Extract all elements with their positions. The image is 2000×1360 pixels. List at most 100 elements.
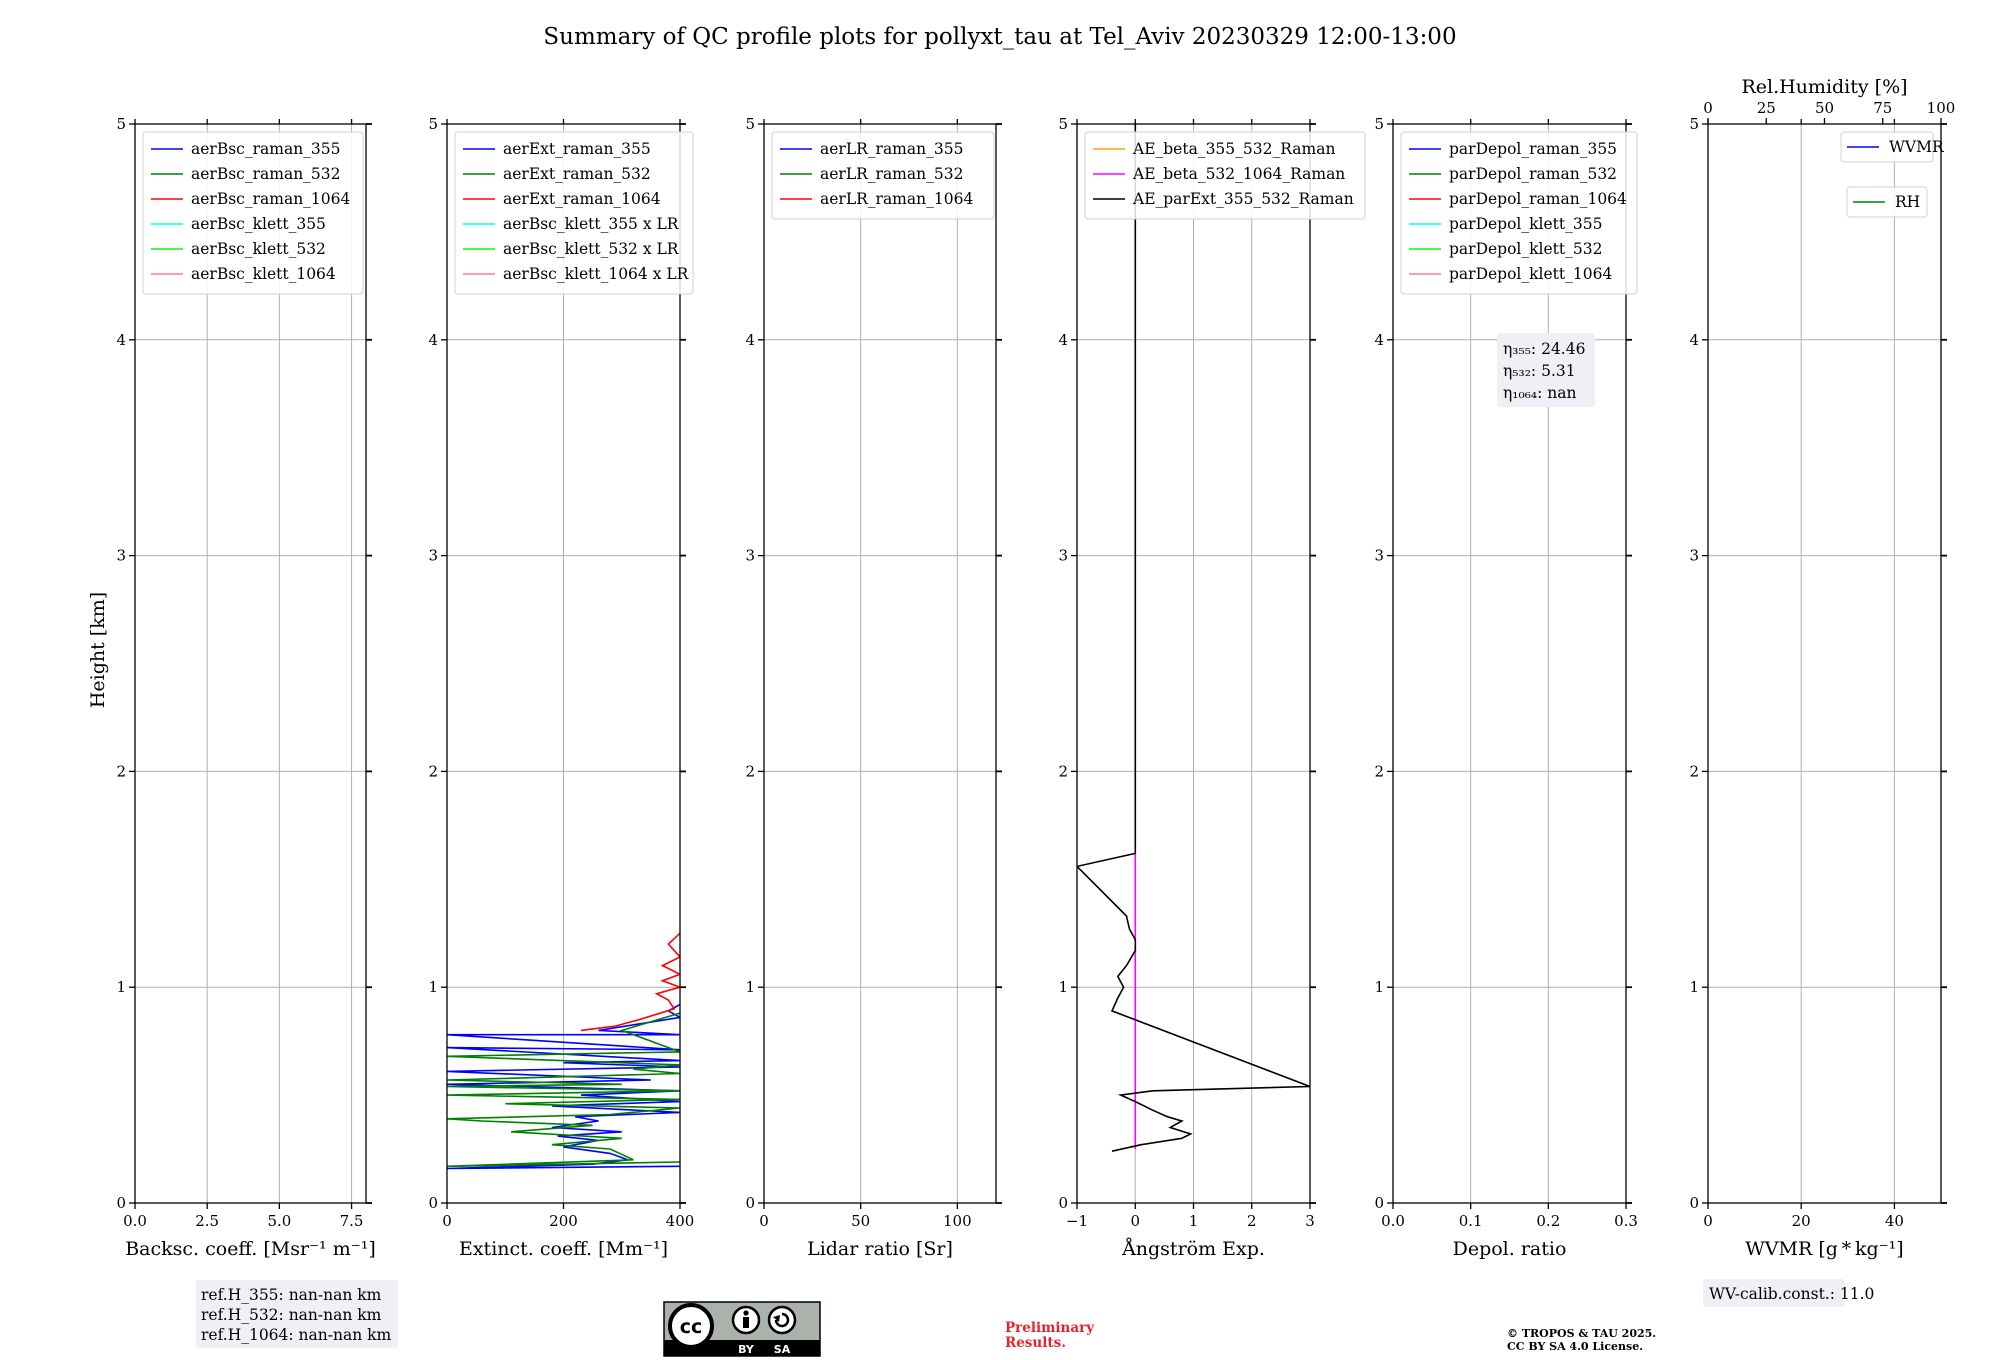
y-tick-label: 0 xyxy=(428,1194,438,1212)
y-tick-label: 3 xyxy=(1689,547,1699,565)
x-tick-label: 40 xyxy=(1885,1212,1904,1230)
y-tick-label: 1 xyxy=(428,978,438,996)
wv-calib-box: WV-calib.const.: 11.0 xyxy=(1703,1279,1874,1307)
license-sa-label: SA xyxy=(774,1343,791,1356)
y-tick-label: 0 xyxy=(1689,1194,1699,1212)
legend-label: aerLR_raman_355 xyxy=(820,140,963,158)
top-x-tick-label: 100 xyxy=(1927,99,1956,117)
legend-label: RH xyxy=(1895,193,1920,211)
legend-label: AE_beta_355_532_Raman xyxy=(1132,140,1335,158)
x-tick-label: 0 xyxy=(1703,1212,1713,1230)
legend-label: aerExt_raman_532 xyxy=(503,165,651,183)
legend: aerExt_raman_355 aerExt_raman_532 aerExt_r… xyxy=(454,131,694,295)
legend-label: AE_beta_532_1064_Raman xyxy=(1132,165,1345,183)
legend-label: aerBsc_klett_532 xyxy=(191,240,326,258)
cc-logo-text: cc xyxy=(680,1316,703,1338)
eta-box: η₃₅₅: 24.46 η₅₃₂: 5.31 η₁₀₆₄: nan xyxy=(1497,333,1595,407)
y-tick-label: 5 xyxy=(745,115,755,133)
figure-title: Summary of QC profile plots for pollyxt_… xyxy=(543,24,1456,50)
panel-5: 0.0 0.1 0.2 0.3 0 1 2 3 4 5 Depol. ratio parDepol_r… xyxy=(1374,115,1637,1260)
y-tick-label: 5 xyxy=(1689,115,1699,133)
x-tick-label: 0 xyxy=(1130,1212,1140,1230)
ref-height-532: ref.H_532: nan-nan km xyxy=(201,1306,382,1324)
x-axis-label: Backsc. coeff. [Msr⁻¹ m⁻¹] xyxy=(125,1238,376,1260)
legend: aerBsc_raman_355 aerBsc_raman_532 aerBsc_r… xyxy=(142,131,364,295)
x-tick-label: 20 xyxy=(1792,1212,1811,1230)
y-tick-label: 2 xyxy=(1058,762,1068,780)
cc-license-badge: cc BY SA xyxy=(663,1301,821,1357)
x-tick-label: 2.5 xyxy=(195,1212,219,1230)
legend-label: aerBsc_klett_1064 xyxy=(191,265,336,283)
preliminary-note-line1: Preliminary xyxy=(1005,1320,1095,1336)
legend-RH: RH xyxy=(1846,186,1928,218)
wv-calib-const: WV-calib.const.: 11.0 xyxy=(1709,1285,1874,1303)
y-tick-label: 3 xyxy=(1374,547,1384,565)
y-tick-label: 3 xyxy=(116,547,126,565)
x-tick-label: 400 xyxy=(666,1212,695,1230)
y-tick-label: 3 xyxy=(428,547,438,565)
y-tick-label: 1 xyxy=(1374,978,1384,996)
legend-label: parDepol_raman_532 xyxy=(1449,165,1617,183)
x-tick-label: −1 xyxy=(1066,1212,1088,1230)
legend-label: aerExt_raman_355 xyxy=(503,140,651,158)
legend-label: aerBsc_raman_355 xyxy=(191,140,341,158)
y-tick-label: 5 xyxy=(1374,115,1384,133)
ref-height-box: ref.H_355: nan-nan km ref.H_532: nan-nan… xyxy=(196,1280,398,1348)
eta-value: η₃₅₅: 24.46 xyxy=(1503,340,1585,358)
y-tick-label: 5 xyxy=(116,115,126,133)
x-tick-label: 50 xyxy=(851,1212,870,1230)
x-tick-label: 100 xyxy=(943,1212,972,1230)
legend: parDepol_raman_355 parDepol_raman_532 parD… xyxy=(1400,131,1638,295)
copyright-line1: © TROPOS & TAU 2025. xyxy=(1507,1327,1656,1340)
y-tick-label: 4 xyxy=(745,331,755,349)
series-line-aerExt_raman_1064 xyxy=(580,932,680,1032)
x-axis-label: Extinct. coeff. [Mm⁻¹] xyxy=(459,1238,668,1260)
x-tick-label: 7.5 xyxy=(340,1212,364,1230)
y-tick-label: 0 xyxy=(116,1194,126,1212)
ref-height-1064: ref.H_1064: nan-nan km xyxy=(201,1326,392,1344)
legend-label: aerBsc_raman_1064 xyxy=(191,190,351,208)
legend-label: parDepol_klett_355 xyxy=(1449,215,1602,233)
legend-label: aerBsc_klett_1064 x LR xyxy=(503,265,690,283)
y-tick-label: 2 xyxy=(745,762,755,780)
x-tick-label: 0.0 xyxy=(123,1212,147,1230)
top-x-axis-label: Rel.Humidity [%] xyxy=(1741,76,1907,98)
profile-panels: 0.0 2.5 5.0 7.5 0 1 2 3 4 5 Backsc. coeff. [Msr⁻¹ … xyxy=(116,76,1955,1260)
y-tick-label: 1 xyxy=(1058,978,1068,996)
y-tick-label: 1 xyxy=(1689,978,1699,996)
legend-label: aerBsc_klett_355 x LR xyxy=(503,215,680,233)
y-axis-label: Height [km] xyxy=(87,592,109,708)
x-tick-label: 2 xyxy=(1247,1212,1257,1230)
x-axis-label: WVMR [g * kg⁻¹] xyxy=(1745,1238,1903,1260)
y-tick-label: 2 xyxy=(428,762,438,780)
y-tick-label: 2 xyxy=(1374,762,1384,780)
legend-label: aerLR_raman_1064 xyxy=(820,190,973,208)
top-x-tick-label: 25 xyxy=(1757,99,1776,117)
panel-3: 0 50 100 0 1 2 3 4 5 Lidar ratio [Sr] aerLR_raman_… xyxy=(745,115,1002,1260)
legend-label: aerBsc_klett_355 xyxy=(191,215,326,233)
x-axis-label: Ångström Exp. xyxy=(1121,1238,1265,1260)
axes-frame xyxy=(1392,123,1627,1204)
legend-label: aerBsc_klett_532 x LR xyxy=(503,240,680,258)
legend-WVMR: WVMR xyxy=(1840,131,1945,163)
x-tick-label: 0 xyxy=(759,1212,769,1230)
x-tick-label: 3 xyxy=(1305,1212,1315,1230)
x-tick-label: 1 xyxy=(1189,1212,1199,1230)
panel-2: 0 200 400 0 1 2 3 4 5 Extinct. coeff. [Mm⁻¹] aerEx… xyxy=(428,115,694,1260)
eta-value: η₅₃₂: 5.31 xyxy=(1503,362,1576,380)
y-tick-label: 0 xyxy=(745,1194,755,1212)
legend-label: parDepol_raman_1064 xyxy=(1449,190,1627,208)
legend-label: aerLR_raman_532 xyxy=(820,165,963,183)
x-tick-label: 0.2 xyxy=(1536,1212,1560,1230)
copyright-line2: CC BY SA 4.0 License. xyxy=(1507,1340,1643,1353)
y-tick-label: 5 xyxy=(1058,115,1068,133)
y-tick-label: 1 xyxy=(116,978,126,996)
top-x-tick-label: 75 xyxy=(1873,99,1892,117)
y-tick-label: 2 xyxy=(1689,762,1699,780)
legend-label: parDepol_klett_1064 xyxy=(1449,265,1612,283)
legend-label: aerExt_raman_1064 xyxy=(503,190,661,208)
y-tick-label: 4 xyxy=(116,331,126,349)
y-tick-label: 3 xyxy=(1058,547,1068,565)
